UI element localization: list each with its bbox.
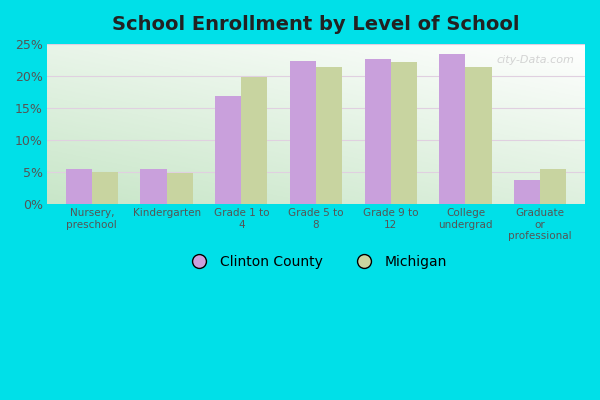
Bar <box>215 96 241 204</box>
Title: School Enrollment by Level of School: School Enrollment by Level of School <box>112 15 520 34</box>
Bar <box>514 180 540 204</box>
Bar <box>290 61 316 204</box>
Bar <box>92 172 118 204</box>
Bar <box>391 62 417 204</box>
Bar <box>290 61 316 204</box>
Bar <box>92 172 118 204</box>
Bar <box>391 62 417 204</box>
Bar <box>316 67 342 204</box>
Bar <box>514 180 540 204</box>
Bar <box>540 170 566 204</box>
Bar <box>66 169 92 204</box>
Bar <box>439 54 466 204</box>
Bar <box>365 59 391 204</box>
Bar <box>167 173 193 204</box>
Text: city-Data.com: city-Data.com <box>496 55 574 65</box>
Bar <box>466 67 491 204</box>
Bar <box>466 67 491 204</box>
Bar <box>365 59 391 204</box>
Bar <box>215 96 241 204</box>
Bar <box>540 170 566 204</box>
Bar <box>167 173 193 204</box>
Legend: Clinton County, Michigan: Clinton County, Michigan <box>179 249 453 274</box>
Bar <box>241 76 268 204</box>
Bar <box>241 76 268 204</box>
Bar <box>140 170 167 204</box>
Bar <box>316 67 342 204</box>
Bar <box>140 170 167 204</box>
Bar <box>439 54 466 204</box>
Bar <box>66 169 92 204</box>
